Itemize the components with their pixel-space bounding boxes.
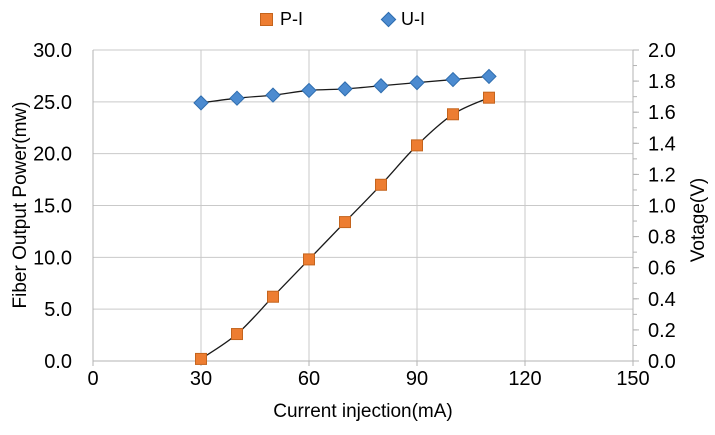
- p-i-marker: [411, 139, 423, 152]
- u-i-marker: [481, 68, 497, 85]
- x-tick-label: 30: [190, 368, 212, 390]
- p-i-marker: [483, 91, 495, 104]
- p-i-marker: [195, 352, 207, 365]
- u-i-marker: [445, 71, 461, 88]
- legend-label-u-i: U-I: [401, 9, 425, 29]
- u-i-marker: [337, 81, 353, 97]
- y-right-tick-label: 0.4: [648, 289, 676, 311]
- y-right-tick-label: 1.4: [648, 133, 676, 155]
- y-right-tick-label: 1.8: [648, 71, 676, 93]
- y-left-tick-label: 20.0: [33, 144, 72, 166]
- y-left-tick-label: 10.0: [33, 247, 72, 269]
- y-right-tick-label: 1.6: [648, 102, 676, 124]
- p-i-square-marker-icon: [259, 12, 273, 26]
- p-i-marker: [339, 216, 351, 229]
- p-i-marker: [231, 328, 243, 341]
- legend-label-p-i: P-I: [279, 9, 303, 29]
- legend: P-I U-I: [0, 8, 700, 30]
- u-i-marker: [409, 74, 425, 91]
- x-tick-label: 150: [616, 368, 649, 390]
- legend-item-u-i: U-I: [380, 8, 425, 30]
- p-i-marker: [303, 253, 315, 266]
- u-i-marker: [301, 82, 317, 99]
- p-i-marker: [375, 178, 387, 191]
- y-right-tick-label: 1.2: [648, 164, 676, 186]
- u-i-marker: [193, 95, 209, 111]
- y-right-tick-label: 0.8: [648, 227, 676, 249]
- y-left-tick-label: 0.0: [44, 351, 72, 373]
- u-i-marker: [373, 78, 389, 94]
- y-right-tick-label: 0.6: [648, 258, 676, 280]
- y-left-tick-label: 30.0: [33, 40, 72, 62]
- x-tick-label: 120: [508, 368, 541, 390]
- x-tick-label: 90: [406, 368, 428, 390]
- x-tick-label: 0: [87, 368, 98, 390]
- u-i-marker: [265, 87, 281, 103]
- legend-item-p-i: P-I: [259, 8, 303, 30]
- y-right-tick-label: 0.2: [648, 320, 676, 342]
- y-left-tick-label: 25.0: [33, 92, 72, 114]
- y-left-tick-label: 5.0: [44, 299, 72, 321]
- y-left-tick-label: 15.0: [33, 196, 72, 218]
- p-i-line: [200, 97, 490, 360]
- p-i-marker: [447, 108, 459, 121]
- x-tick-label: 60: [298, 368, 320, 390]
- y-right-tick-label: 0.0: [648, 351, 676, 373]
- u-i-marker: [229, 90, 245, 106]
- x-axis-title: Current injection(mA): [273, 401, 453, 422]
- y-right-tick-label: 2.0: [648, 40, 676, 62]
- p-i-marker: [267, 290, 279, 303]
- y-right-tick-label: 1.0: [648, 196, 676, 218]
